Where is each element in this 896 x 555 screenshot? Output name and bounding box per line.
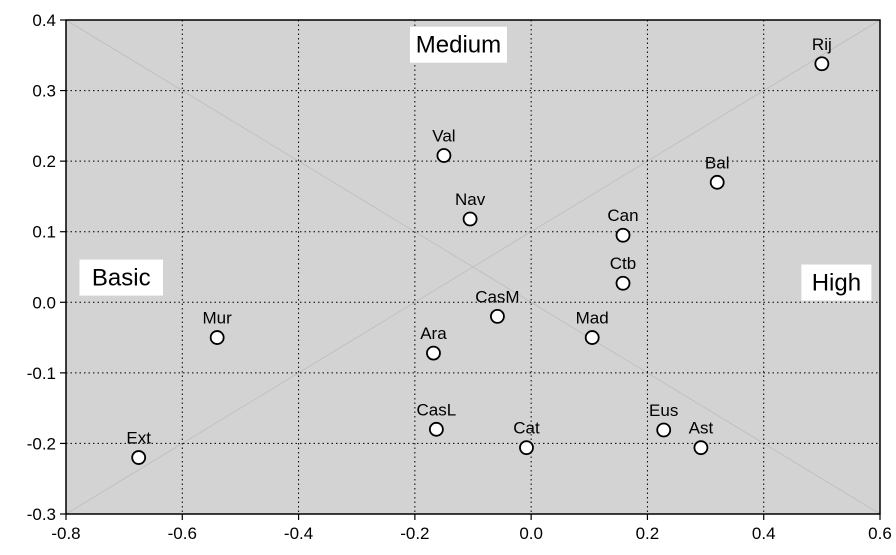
point-cat <box>519 440 534 456</box>
data-points: Rij Bal Val Nav Can Ctb CasM Mad Mur Ara CasL Cat Eu… <box>126 35 832 465</box>
point-mur <box>209 330 225 345</box>
point-label-ast: Ast <box>689 419 714 438</box>
point-casm <box>490 308 505 324</box>
point-ast <box>693 440 709 456</box>
point-label-casm: CasM <box>475 287 519 306</box>
point-label-mad: Mad <box>576 309 609 328</box>
point-label-mur: Mur <box>203 309 233 328</box>
point-label-bal: Bal <box>705 153 730 172</box>
x-tick-label: 0.2 <box>636 524 660 543</box>
grid-lines <box>65 19 881 515</box>
axis-ticks: -0.8 -0.6 -0.4 -0.2 0.0 0.2 0.4 0.6 0.4 0.3 0.2 0.1… <box>27 11 892 543</box>
point-ext <box>131 450 147 465</box>
point-mad <box>584 330 600 345</box>
point-label-val: Val <box>432 126 455 145</box>
y-tick-label: 0.3 <box>32 82 56 101</box>
point-ctb <box>615 275 631 291</box>
y-tick-label: -0.2 <box>27 434 56 453</box>
x-tick-label: 0.4 <box>752 524 776 543</box>
annotation-medium: Medium <box>416 32 501 59</box>
diagonal-line <box>65 19 881 515</box>
annotation-basic: Basic <box>92 265 151 292</box>
point-bal <box>709 174 725 190</box>
point-label-ext: Ext <box>126 429 151 448</box>
x-tick-label: -0.8 <box>51 524 80 543</box>
point-label-ara: Ara <box>420 324 447 343</box>
region-annotations: Medium Basic High <box>79 26 872 301</box>
point-label-ctb: Ctb <box>610 254 636 273</box>
annotation-box <box>79 259 163 296</box>
point-val <box>436 148 452 163</box>
annotation-box <box>409 26 507 63</box>
y-tick-label: 0.4 <box>32 11 56 30</box>
y-tick-label: 0.2 <box>32 152 56 171</box>
annotation-high: High <box>812 270 861 297</box>
x-tick-label: 0.6 <box>868 524 892 543</box>
y-tick-label: 0.0 <box>32 293 56 312</box>
point-nav <box>462 211 478 227</box>
point-can <box>615 227 631 243</box>
y-tick-label: 0.1 <box>32 223 56 242</box>
point-label-rij: Rij <box>812 35 832 54</box>
x-tick-label: -0.2 <box>400 524 429 543</box>
point-label-eus: Eus <box>649 401 678 420</box>
point-label-cat: Cat <box>513 419 540 438</box>
y-tick-label: -0.3 <box>27 505 56 524</box>
point-eus <box>656 422 672 438</box>
x-tick-label: -0.4 <box>284 524 313 543</box>
point-label-nav: Nav <box>455 190 486 209</box>
x-tick-label: -0.6 <box>168 524 197 543</box>
point-rij <box>814 56 830 72</box>
point-label-can: Can <box>607 206 638 225</box>
y-tick-label: -0.1 <box>27 364 56 383</box>
point-ara <box>426 345 441 361</box>
point-label-casl: CasL <box>417 400 457 419</box>
point-casl <box>428 421 444 437</box>
x-tick-label: 0.0 <box>519 524 543 543</box>
annotation-box <box>801 264 872 301</box>
plot-border <box>65 19 881 515</box>
